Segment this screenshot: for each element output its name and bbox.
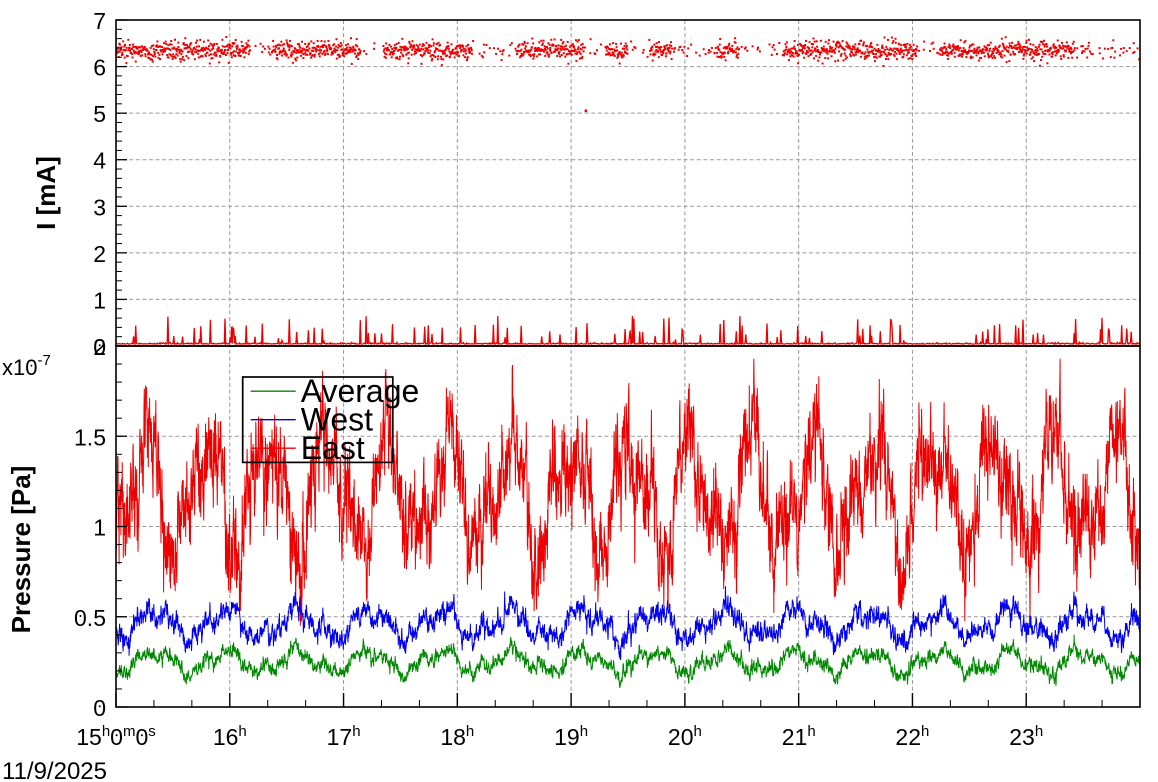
svg-text:I [mA]: I [mA] [31, 156, 61, 230]
svg-text:3: 3 [93, 194, 106, 220]
svg-text:2: 2 [93, 241, 106, 267]
svg-text:1.5: 1.5 [74, 424, 106, 450]
svg-text:6: 6 [93, 55, 106, 81]
svg-text:Pressure [Pa]: Pressure [Pa] [6, 466, 36, 634]
svg-text:0: 0 [93, 695, 106, 721]
svg-text:15h0m0s: 15h0m0s [76, 723, 156, 750]
svg-text:1: 1 [93, 515, 106, 541]
svg-text:1: 1 [93, 287, 106, 313]
svg-text:0.5: 0.5 [74, 605, 106, 631]
svg-text:2: 2 [93, 334, 106, 360]
svg-text:4: 4 [93, 148, 106, 174]
svg-text:11/9/2025: 11/9/2025 [2, 758, 107, 782]
svg-text:East: East [301, 430, 365, 466]
svg-text:5: 5 [93, 101, 106, 127]
svg-text:7: 7 [93, 8, 106, 34]
